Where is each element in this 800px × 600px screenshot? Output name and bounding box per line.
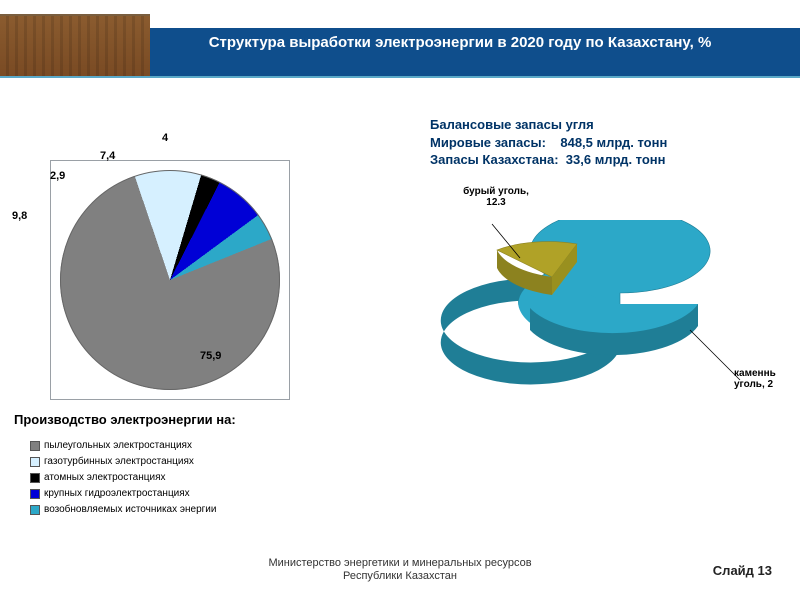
pie2-leader-stone (690, 330, 740, 380)
footer-line2: Республики Казахстан (0, 570, 800, 584)
pie1-label-atom: 2,9 (50, 170, 65, 182)
pie1-legend: пылеугольных электростанцияхгазотурбинны… (30, 438, 216, 518)
legend-item: крупных гидроэлектростанциях (30, 486, 216, 502)
legend-swatch (30, 489, 40, 499)
legend-swatch (30, 457, 40, 467)
footer-line1: Министерство энергетики и минеральных ре… (0, 557, 800, 571)
header: Структура выработки электроэнергии в 202… (0, 14, 800, 76)
slide-root: Структура выработки электроэнергии в 202… (0, 0, 800, 600)
header-building-graphic (0, 14, 150, 76)
legend-label: крупных гидроэлектростанциях (44, 486, 190, 502)
legend-swatch (30, 473, 40, 483)
reserves-line2: Мировые запасы: 848,5 млрд. тонн (430, 134, 667, 152)
legend-item: газотурбинных электростанциях (30, 454, 216, 470)
pie2-label-stone: каменнь уголь, 2 (734, 368, 794, 390)
legend-swatch (30, 441, 40, 451)
legend-item: возобновляемых источниках энергии (30, 502, 216, 518)
legend-item: пылеугольных электростанциях (30, 438, 216, 454)
slide-number: Слайд 13 (713, 563, 772, 578)
pie1-label-gas: 9,8 (12, 210, 27, 222)
pie1-label-renew: 4 (162, 132, 168, 144)
pie2-label-brown: бурый уголь, 12.3 (456, 186, 536, 208)
legend-label: пылеугольных электростанциях (44, 438, 192, 454)
footer: Министерство энергетики и минеральных ре… (0, 557, 800, 585)
pie-chart-electricity (40, 150, 300, 410)
legend-item: атомных электростанциях (30, 470, 216, 486)
legend-swatch (30, 505, 40, 515)
pie1-title: Производство электроэнергии на: (14, 412, 236, 427)
legend-label: атомных электростанциях (44, 470, 165, 486)
legend-label: газотурбинных электростанциях (44, 454, 194, 470)
pie1-label-hydro: 7,4 (100, 150, 115, 162)
legend-label: возобновляемых источниках энергии (44, 502, 216, 518)
header-rule (0, 76, 800, 78)
pie-chart-coal-reserves (430, 220, 750, 390)
pie1-label-coal: 75,9 (200, 350, 221, 362)
reserves-line1: Балансовые запасы угля (430, 116, 667, 134)
slide-title: Структура выработки электроэнергии в 202… (180, 34, 740, 53)
reserves-line3: Запасы Казахстана: 33,6 млрд. тонн (430, 151, 667, 169)
reserves-text: Балансовые запасы угля Мировые запасы: 8… (430, 116, 667, 169)
pie1-outline (60, 170, 280, 390)
